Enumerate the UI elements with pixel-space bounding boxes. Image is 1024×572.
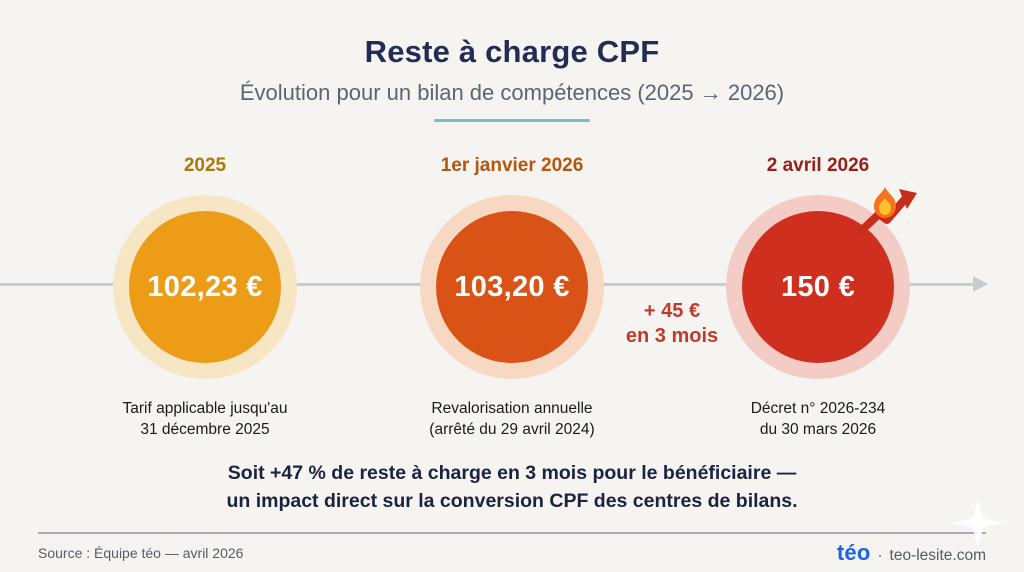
summary-line: Soit +47 % de reste à charge en 3 mois p… [227, 462, 797, 484]
brand-separator: · [877, 547, 883, 564]
header: Reste à charge CPF Évolution pour un bil… [0, 34, 1024, 122]
milestone-value-bubble: 150 € [742, 211, 894, 363]
summary-line: un impact direct sur la conversion CPF d… [226, 490, 798, 512]
milestone-halo: 102,23 € [113, 195, 297, 379]
milestone-value-bubble: 103,20 € [436, 211, 588, 363]
milestone-date-label: 2 avril 2026 [766, 155, 870, 176]
title-underline-accent [434, 119, 590, 122]
caption-line: Tarif applicable jusqu'au [122, 400, 288, 417]
milestone-value: 150 € [780, 270, 856, 303]
milestone-caption: Décret n° 2026-234 du 30 mars 2026 [658, 398, 978, 440]
milestone-value-bubble: 102,23 € [129, 211, 281, 363]
delta-value: + 45 € [643, 300, 701, 322]
brand-site-url: teo-lesite.com [889, 547, 986, 564]
milestone-2-avril-2026: 2 avril 2026 150 € Décret n° 2026-234 du… [658, 155, 978, 440]
milestone-2025: 2025 102,23 € Tarif applicable jusqu'au … [45, 155, 365, 440]
caption-line: 31 décembre 2025 [140, 421, 270, 438]
caption-line: du 30 mars 2026 [759, 421, 877, 438]
delta-period: en 3 mois [625, 325, 719, 347]
milestone-1er-janvier-2026: 1er janvier 2026 103,20 € Revalorisation… [352, 155, 672, 440]
price-spike-icon [857, 186, 920, 238]
page-title: Reste à charge CPF [364, 34, 660, 69]
delta-annotation: + 45 € en 3 mois [626, 299, 718, 349]
footer-divider [38, 532, 986, 534]
milestone-halo: 150 € [726, 195, 910, 379]
flame-icon [874, 187, 896, 218]
footer-source: Source : Équipe téo — avril 2026 [38, 545, 244, 561]
milestone-value: 102,23 € [147, 270, 263, 303]
caption-line: Revalorisation annuelle [431, 400, 593, 417]
milestone-date-label: 2025 [183, 155, 227, 176]
trending-up-arrow-icon [857, 187, 917, 235]
milestone-value: 103,20 € [454, 270, 570, 303]
caption-line: (arrêté du 29 avril 2024) [429, 421, 595, 438]
teo-logo: téo [836, 540, 871, 565]
timeline-arrow-icon [973, 276, 988, 292]
summary-statement: Soit +47 % de reste à charge en 3 mois p… [0, 459, 1024, 515]
milestone-caption: Revalorisation annuelle (arrêté du 29 av… [352, 398, 672, 440]
milestone-halo: 103,20 € [420, 195, 604, 379]
caption-line: Décret n° 2026-234 [750, 400, 886, 417]
footer-brand: téo · teo-lesite.com [837, 540, 986, 566]
page-subtitle: Évolution pour un bilan de compétences (… [239, 80, 785, 105]
milestone-date-label: 1er janvier 2026 [440, 155, 584, 176]
milestone-caption: Tarif applicable jusqu'au 31 décembre 20… [45, 398, 365, 440]
